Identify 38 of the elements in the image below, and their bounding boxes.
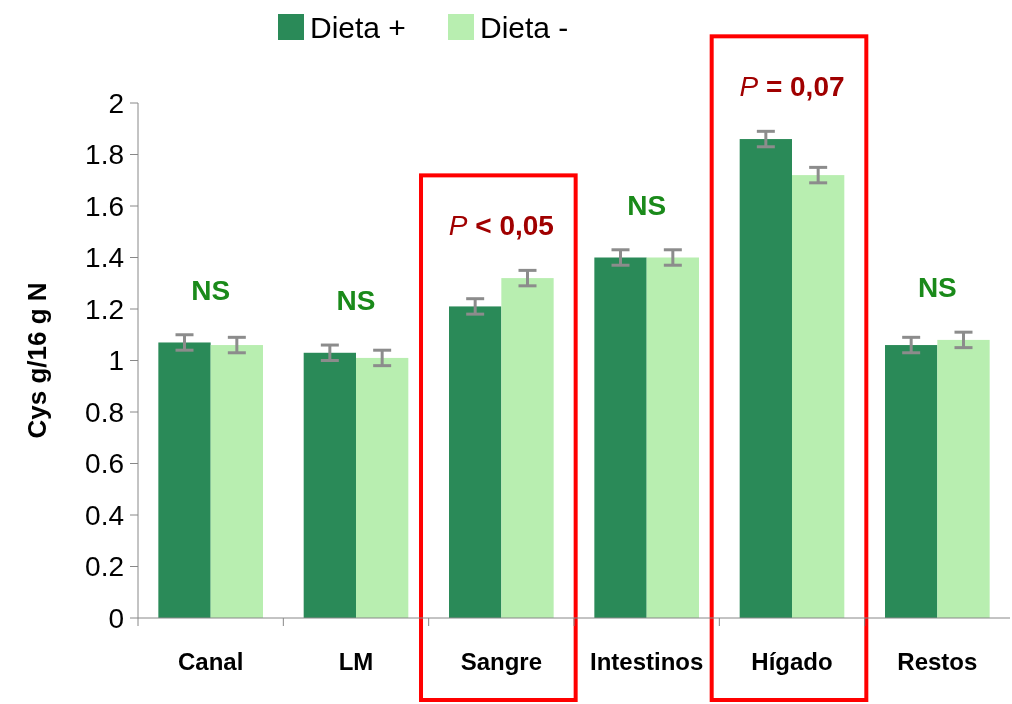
y-tick-label: 1 xyxy=(108,345,124,377)
bar xyxy=(937,339,990,618)
x-tick-label: Restos xyxy=(897,648,978,675)
x-tick-label: LM xyxy=(338,648,374,675)
y-tick-label: 0 xyxy=(108,602,124,634)
x-tick-label: Intestinos xyxy=(589,648,704,675)
x-tick-label: Sangre xyxy=(460,648,543,675)
annotation: P < 0,05 xyxy=(448,210,554,242)
annotation: NS xyxy=(336,284,376,316)
bar xyxy=(356,357,409,618)
text: P = 0,07 xyxy=(739,71,845,103)
y-tick-label: 1.4 xyxy=(85,242,124,274)
bar xyxy=(885,345,938,618)
y-tick-label: 2 xyxy=(108,87,124,119)
bar xyxy=(792,175,845,618)
y-tick-label: 1.6 xyxy=(85,190,124,222)
y-tick-label: 0.6 xyxy=(85,448,124,480)
annotation: NS xyxy=(627,189,667,221)
y-tick-label: 1.2 xyxy=(85,293,124,325)
bar xyxy=(449,306,502,618)
bar xyxy=(501,278,554,618)
bar xyxy=(739,139,792,618)
y-tick-label: 1.8 xyxy=(85,139,124,171)
bar xyxy=(594,257,647,618)
annotation: NS xyxy=(917,271,957,303)
y-tick-label: 0.8 xyxy=(85,396,124,428)
x-tick-label: Hígado xyxy=(751,648,833,675)
bar xyxy=(158,342,211,618)
bar xyxy=(646,257,699,618)
y-axis-title: Cys g/16 g N xyxy=(22,282,52,439)
bar xyxy=(303,352,356,618)
y-tick-label: 0.2 xyxy=(85,551,124,583)
y-tick-label: 0.4 xyxy=(85,499,124,531)
x-tick-label: Canal xyxy=(177,648,244,675)
legend-label: Dieta + xyxy=(310,11,406,44)
legend-label: Dieta - xyxy=(480,11,569,44)
bar xyxy=(210,345,263,618)
annotation: NS xyxy=(191,274,231,306)
